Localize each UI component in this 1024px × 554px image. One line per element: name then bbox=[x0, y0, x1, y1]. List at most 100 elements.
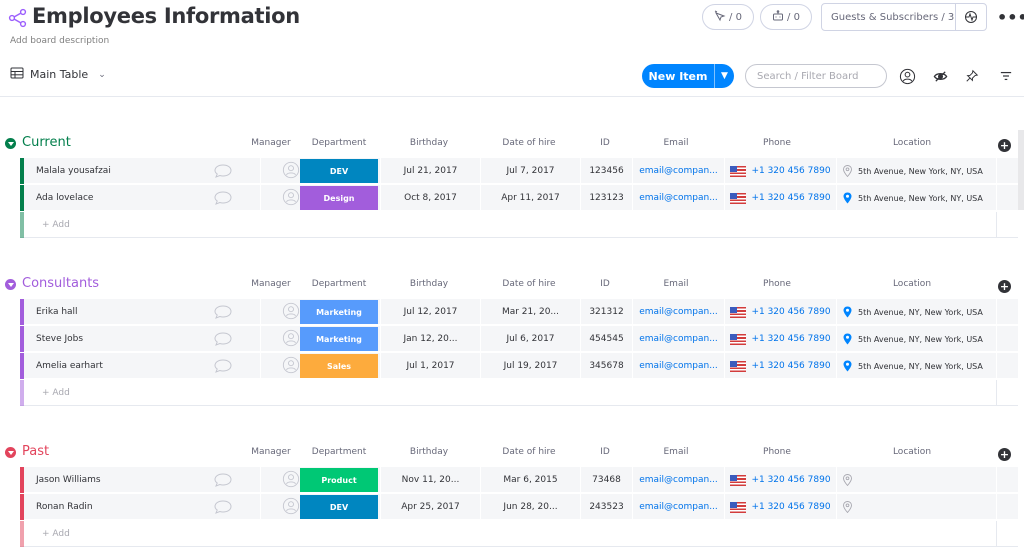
location-pin-icon[interactable] bbox=[843, 165, 852, 178]
manager-cell[interactable] bbox=[260, 299, 320, 325]
hire-date-cell[interactable]: Mar 21, 20... bbox=[480, 299, 580, 325]
email-link[interactable]: email@compan... bbox=[632, 353, 724, 379]
column-header-department[interactable]: Department bbox=[311, 447, 367, 457]
chevron-down-icon[interactable]: ▼ bbox=[721, 71, 728, 81]
pin-icon[interactable] bbox=[962, 66, 982, 86]
phone-number[interactable]: +1 320 456 7890 bbox=[751, 193, 831, 203]
email-link[interactable]: email@compan... bbox=[632, 494, 724, 520]
birthday-cell[interactable]: Jul 21, 2017 bbox=[380, 158, 480, 184]
more-options-icon[interactable]: ••• bbox=[997, 8, 1024, 27]
guests-subscribers-button[interactable]: Guests & Subscribers / 3 bbox=[821, 3, 987, 31]
item-name[interactable]: Erika hall bbox=[36, 307, 78, 317]
add-update-icon[interactable] bbox=[213, 163, 233, 179]
location-cell[interactable]: 5th Avenue, New York, NY, USA bbox=[836, 185, 996, 211]
add-column-button[interactable]: + bbox=[998, 448, 1011, 461]
phone-cell[interactable]: +1 320 456 7890 bbox=[724, 326, 836, 352]
table-row[interactable]: Erika hall Marketing Jul 12, 2017 Mar 21, 2… bbox=[20, 299, 1018, 325]
column-header-hire[interactable]: Date of hire bbox=[502, 447, 556, 457]
hire-date-cell[interactable]: Apr 11, 2017 bbox=[480, 185, 580, 211]
column-header-email[interactable]: Email bbox=[663, 138, 689, 148]
column-header-phone[interactable]: Phone bbox=[763, 138, 791, 148]
updates-button[interactable]: / 0 bbox=[760, 4, 812, 30]
add-item-row[interactable]: + Add bbox=[20, 521, 1018, 547]
group-title[interactable]: Past bbox=[22, 444, 50, 459]
id-cell[interactable]: 321312 bbox=[580, 299, 632, 325]
item-name[interactable]: Steve Jobs bbox=[36, 334, 84, 344]
add-item-input[interactable]: + Add bbox=[42, 388, 70, 398]
add-column-button[interactable]: + bbox=[998, 139, 1011, 152]
manager-cell[interactable] bbox=[260, 185, 320, 211]
add-update-icon[interactable] bbox=[213, 472, 233, 488]
hire-date-cell[interactable]: Jul 7, 2017 bbox=[480, 158, 580, 184]
birthday-cell[interactable]: Jul 1, 2017 bbox=[380, 353, 480, 379]
item-name[interactable]: Amelia earhart bbox=[36, 361, 103, 371]
department-status[interactable]: Sales bbox=[300, 354, 378, 378]
location-pin-icon[interactable] bbox=[843, 360, 852, 372]
department-status[interactable]: Marketing bbox=[300, 300, 378, 324]
location-pin-icon[interactable] bbox=[843, 333, 852, 345]
collapse-group-icon[interactable] bbox=[5, 138, 16, 149]
manager-cell[interactable] bbox=[260, 326, 320, 352]
hire-date-cell[interactable]: Jul 19, 2017 bbox=[480, 353, 580, 379]
manager-cell[interactable] bbox=[260, 158, 320, 184]
add-item-row[interactable]: + Add bbox=[20, 380, 1018, 406]
phone-cell[interactable]: +1 320 456 7890 bbox=[724, 299, 836, 325]
column-header-phone[interactable]: Phone bbox=[763, 447, 791, 457]
department-status[interactable]: Design bbox=[300, 186, 378, 210]
column-header-id[interactable]: ID bbox=[600, 279, 610, 289]
add-item-input[interactable]: + Add bbox=[42, 529, 70, 539]
phone-number[interactable]: +1 320 456 7890 bbox=[751, 361, 831, 371]
phone-cell[interactable]: +1 320 456 7890 bbox=[724, 494, 836, 520]
table-row[interactable]: Steve Jobs Marketing Jan 12, 20... Jul 6, 2… bbox=[20, 326, 1018, 352]
item-name[interactable]: Ada lovelace bbox=[36, 193, 94, 203]
phone-number[interactable]: +1 320 456 7890 bbox=[751, 334, 831, 344]
column-header-hire[interactable]: Date of hire bbox=[502, 138, 556, 148]
collapse-group-icon[interactable] bbox=[5, 279, 16, 290]
id-cell[interactable]: 123123 bbox=[580, 185, 632, 211]
search-input[interactable]: Search / Filter Board bbox=[745, 64, 887, 88]
location-cell[interactable]: 5th Avenue, NY, New York, USA bbox=[836, 353, 996, 379]
location-pin-icon[interactable] bbox=[843, 192, 852, 204]
email-link[interactable]: email@compan... bbox=[632, 299, 724, 325]
column-header-manager[interactable]: Manager bbox=[251, 447, 291, 457]
board-title[interactable]: Employees Information bbox=[32, 4, 300, 28]
view-selector[interactable]: Main Table ⌄ bbox=[10, 66, 106, 83]
column-header-location[interactable]: Location bbox=[892, 279, 932, 289]
column-header-email[interactable]: Email bbox=[663, 447, 689, 457]
hire-date-cell[interactable]: Jul 6, 2017 bbox=[480, 326, 580, 352]
id-cell[interactable]: 345678 bbox=[580, 353, 632, 379]
email-link[interactable]: email@compan... bbox=[632, 467, 724, 493]
column-header-manager[interactable]: Manager bbox=[251, 138, 291, 148]
phone-cell[interactable]: +1 320 456 7890 bbox=[724, 158, 836, 184]
location-cell[interactable] bbox=[836, 467, 996, 493]
column-header-birthday[interactable]: Birthday bbox=[409, 138, 449, 148]
column-header-department[interactable]: Department bbox=[311, 279, 367, 289]
table-row[interactable]: Jason Williams Product Nov 11, 20... Mar 6,… bbox=[20, 467, 1018, 493]
id-cell[interactable]: 73468 bbox=[580, 467, 632, 493]
column-header-department[interactable]: Department bbox=[311, 138, 367, 148]
column-header-manager[interactable]: Manager bbox=[251, 279, 291, 289]
activity-log-icon[interactable] bbox=[956, 10, 986, 24]
phone-cell[interactable]: +1 320 456 7890 bbox=[724, 353, 836, 379]
person-filter-icon[interactable] bbox=[897, 66, 917, 86]
add-update-icon[interactable] bbox=[213, 331, 233, 347]
email-link[interactable]: email@compan... bbox=[632, 185, 724, 211]
column-header-id[interactable]: ID bbox=[600, 447, 610, 457]
phone-number[interactable]: +1 320 456 7890 bbox=[751, 166, 831, 176]
location-cell[interactable] bbox=[836, 494, 996, 520]
add-item-row[interactable]: + Add bbox=[20, 212, 1018, 238]
board-description[interactable]: Add board description bbox=[10, 36, 110, 46]
add-item-input[interactable]: + Add bbox=[42, 220, 70, 230]
item-name[interactable]: Jason Williams bbox=[36, 475, 101, 485]
table-row[interactable]: Malala yousafzai DEV Jul 21, 2017 Jul 7, 20… bbox=[20, 158, 1018, 184]
item-name[interactable]: Ronan Radin bbox=[36, 502, 93, 512]
location-pin-icon[interactable] bbox=[843, 501, 852, 514]
collapse-group-icon[interactable] bbox=[5, 447, 16, 458]
hire-date-cell[interactable]: Jun 28, 20... bbox=[480, 494, 580, 520]
phone-cell[interactable]: +1 320 456 7890 bbox=[724, 467, 836, 493]
phone-number[interactable]: +1 320 456 7890 bbox=[751, 502, 831, 512]
table-row[interactable]: Amelia earhart Sales Jul 1, 2017 Jul 19, 20… bbox=[20, 353, 1018, 379]
birthday-cell[interactable]: Oct 8, 2017 bbox=[380, 185, 480, 211]
column-header-birthday[interactable]: Birthday bbox=[409, 447, 449, 457]
column-header-location[interactable]: Location bbox=[892, 138, 932, 148]
